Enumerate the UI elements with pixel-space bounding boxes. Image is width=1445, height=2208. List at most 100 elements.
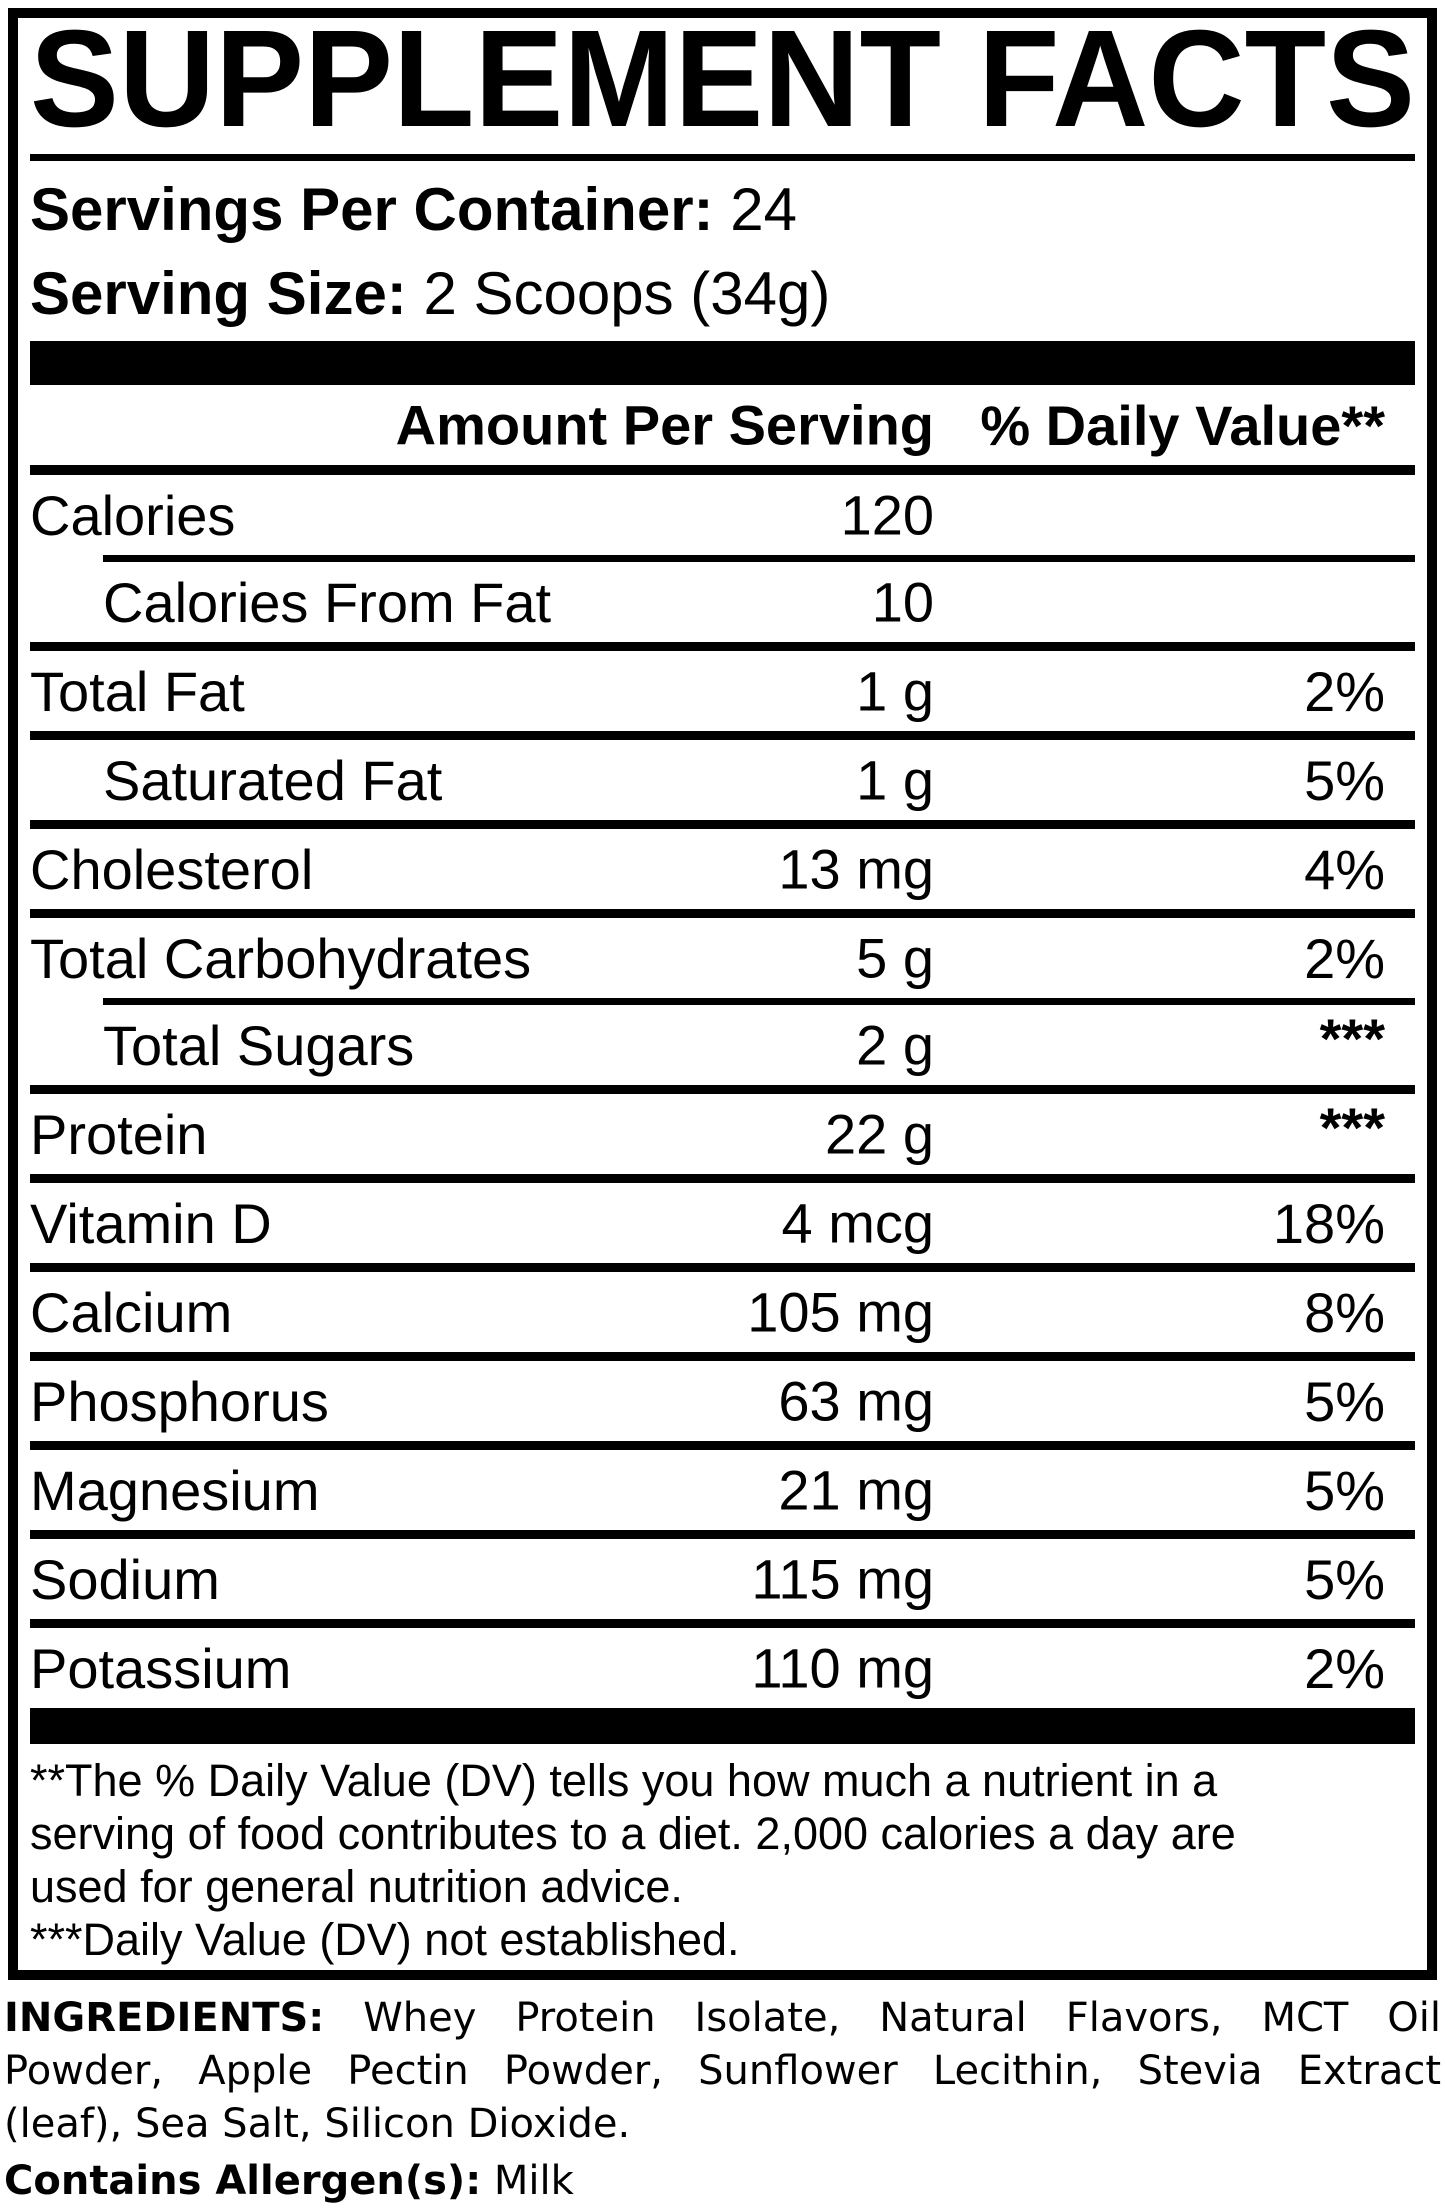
nutrient-name: Cholesterol (30, 837, 314, 901)
nutrient-amount: 105 mg (747, 1280, 934, 1344)
nutrient-daily-value: *** (1319, 1007, 1385, 1070)
nutrient-daily-value: 2% (1304, 1636, 1385, 1700)
nutrient-row: Cholesterol 13 mg 4% (30, 829, 1415, 909)
servings-per-container-line: Servings Per Container: 24 (30, 177, 1415, 243)
row-separator (30, 1085, 1415, 1094)
ingredients-text-1: Whey Protein Isolate, Natural Flavors, M… (363, 1995, 1441, 2041)
footnote-line: serving of food contributes to a diet. 2… (30, 1808, 1236, 1859)
table-header-row: Amount Per Serving % Daily Value** (30, 385, 1415, 465)
row-separator (30, 1441, 1415, 1450)
panel-title: SUPPLEMENT FACTS (30, 22, 1415, 140)
nutrient-daily-value: 5% (1304, 748, 1385, 812)
nutrient-daily-value: 5% (1304, 1458, 1385, 1522)
ingredients-line: Powder, Apple Pectin Powder, Sunflower L… (4, 2045, 1441, 2098)
row-separator (103, 998, 1415, 1005)
servings-per-container-value: 24 (730, 176, 797, 243)
nutrient-amount: 120 (840, 483, 934, 547)
nutrient-daily-value: 8% (1304, 1280, 1385, 1344)
supplement-facts-panel: SUPPLEMENT FACTS Servings Per Container:… (8, 8, 1437, 1980)
nutrient-row: Sodium 115 mg 5% (30, 1539, 1415, 1619)
header-separator (30, 465, 1415, 475)
nutrient-row: Calories From Fat 10 (30, 562, 1415, 642)
nutrient-daily-value: 2% (1304, 659, 1385, 723)
nutrient-row: Calories 120 (30, 475, 1415, 555)
nutrient-amount: 13 mg (778, 837, 934, 901)
footnote-line: **The % Daily Value (DV) tells you how m… (30, 1755, 1218, 1806)
nutrient-name: Total Sugars (103, 1013, 415, 1077)
nutrient-name: Protein (30, 1102, 208, 1166)
nutrient-row: Magnesium 21 mg 5% (30, 1450, 1415, 1530)
section-bar-top (30, 341, 1415, 385)
nutrient-amount: 22 g (825, 1102, 934, 1166)
footnote-line: used for general nutrition advice. (30, 1861, 683, 1912)
nutrient-amount: 1 g (856, 748, 934, 812)
ingredients-label: INGREDIENTS: (4, 1995, 325, 2041)
ingredients-text-2: Powder, Apple Pectin Powder, Sunflower L… (4, 2048, 1441, 2094)
nutrient-row: Total Fat 1 g 2% (30, 651, 1415, 731)
nutrient-amount: 4 mcg (781, 1191, 935, 1255)
nutrient-daily-value: 5% (1304, 1369, 1385, 1433)
serving-size-value: 2 Scoops (34g) (423, 260, 831, 327)
row-separator (30, 1174, 1415, 1183)
nutrient-amount: 63 mg (778, 1369, 934, 1433)
nutrient-row: Saturated Fat 1 g 5% (30, 740, 1415, 820)
nutrient-amount: 5 g (856, 926, 934, 990)
ingredients-text-3: (leaf), Sea Salt, Silicon Dioxide. (4, 2101, 631, 2147)
nutrient-name: Total Fat (30, 659, 245, 723)
allergen-value: Milk (493, 2158, 574, 2204)
ingredients-section: INGREDIENTS: Whey Protein Isolate, Natur… (4, 1992, 1441, 2208)
row-separator (103, 555, 1415, 562)
row-separator (30, 731, 1415, 740)
nutrient-amount: 115 mg (751, 1547, 934, 1611)
row-separator (30, 1263, 1415, 1272)
nutrient-daily-value: *** (1319, 1096, 1385, 1159)
nutrient-name: Saturated Fat (103, 748, 443, 812)
nutrient-daily-value: 18% (1272, 1191, 1385, 1255)
row-separator (30, 820, 1415, 829)
servings-per-container-label: Servings Per Container: (30, 176, 714, 243)
footnotes: **The % Daily Value (DV) tells you how m… (30, 1744, 1415, 1966)
nutrient-row: Protein 22 g *** (30, 1094, 1415, 1174)
nutrient-amount: 21 mg (778, 1458, 934, 1522)
nutrient-amount: 10 (871, 570, 934, 634)
panel-title-text: SUPPLEMENT FACTS (30, 22, 1415, 140)
nutrient-amount: 2 g (856, 1013, 934, 1077)
nutrient-row: Total Sugars 2 g *** (30, 1005, 1415, 1085)
row-separator (30, 642, 1415, 651)
nutrient-amount: 110 mg (751, 1636, 934, 1700)
serving-size-line: Serving Size: 2 Scoops (34g) (30, 261, 1415, 327)
section-bar-bottom (30, 1708, 1415, 1744)
ingredients-line: (leaf), Sea Salt, Silicon Dioxide. (4, 2098, 1441, 2151)
nutrient-name: Sodium (30, 1547, 220, 1611)
allergen-label: Contains Allergen(s): (4, 2158, 482, 2204)
ingredients-line: INGREDIENTS: Whey Protein Isolate, Natur… (4, 1992, 1441, 2045)
footnote-line: ***Daily Value (DV) not established. (30, 1914, 740, 1965)
nutrient-name: Vitamin D (30, 1191, 272, 1255)
row-separator (30, 1530, 1415, 1539)
nutrient-name: Calcium (30, 1280, 233, 1344)
allergen-line: Contains Allergen(s): Milk (4, 2155, 1441, 2208)
nutrient-row: Calcium 105 mg 8% (30, 1272, 1415, 1352)
nutrient-daily-value: 4% (1304, 837, 1385, 901)
nutrient-name: Calories (30, 483, 236, 547)
nutrient-name: Magnesium (30, 1458, 320, 1522)
nutrient-name: Phosphorus (30, 1369, 329, 1433)
nutrient-amount: 1 g (856, 659, 934, 723)
nutrient-daily-value: 5% (1304, 1547, 1385, 1611)
row-separator (30, 1619, 1415, 1628)
serving-size-label: Serving Size: (30, 260, 407, 327)
amount-per-serving-header: Amount Per Serving (395, 393, 934, 457)
nutrient-row: Total Carbohydrates 5 g 2% (30, 918, 1415, 998)
nutrient-name: Potassium (30, 1636, 292, 1700)
row-separator (30, 1352, 1415, 1361)
daily-value-header: % Daily Value** (980, 393, 1385, 457)
row-separator (30, 909, 1415, 918)
nutrient-name: Total Carbohydrates (30, 926, 532, 990)
nutrient-row: Phosphorus 63 mg 5% (30, 1361, 1415, 1441)
title-divider (30, 154, 1415, 161)
nutrient-row: Potassium 110 mg 2% (30, 1628, 1415, 1708)
nutrient-daily-value: 2% (1304, 926, 1385, 990)
nutrient-rows: Calories 120 Calories From Fat 10 Total … (30, 475, 1415, 1708)
nutrient-row: Vitamin D 4 mcg 18% (30, 1183, 1415, 1263)
